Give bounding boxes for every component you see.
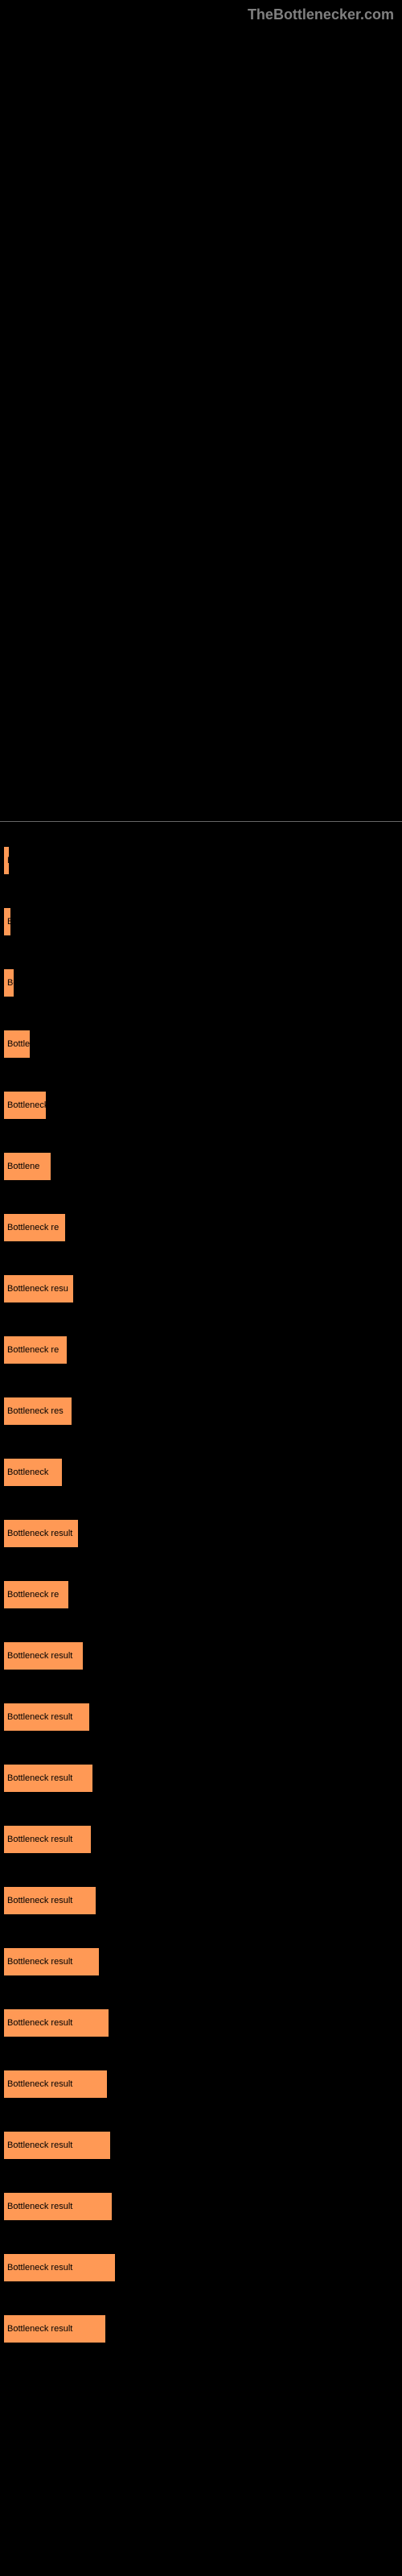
bar: Bottleneck resu [3,1274,74,1303]
bar-row: Bottleneck result [3,2253,399,2282]
bar: Bottleneck result [3,2253,116,2282]
bar-row: Bottleneck re [3,1213,399,1242]
bar-row: Bottleneck result [3,1703,399,1732]
bar: Bottleneck result [3,1886,96,1915]
bar-row: Bottleneck result [3,2314,399,2343]
bar: Bottleneck re [3,1213,66,1242]
bar-row: Bottleneck result [3,1641,399,1670]
bar: Bottleneck res [3,1397,72,1426]
bar-row: Bottleneck result [3,1825,399,1854]
bar-row: E [3,846,399,875]
bar-row: B [3,907,399,936]
bar: Bottleneck result [3,1825,92,1854]
bar-row: Bottleneck result [3,2008,399,2037]
bar: Bottleneck result [3,1947,100,1976]
bar: Bottleneck re [3,1580,69,1609]
bar: Bottler [3,1030,31,1059]
bar-row: Bottleneck result [3,1886,399,1915]
bar: Bottleneck re [3,1335,68,1364]
bar: Bottleneck result [3,2131,111,2160]
top-spacer [0,0,402,821]
divider [0,821,402,822]
bar-row: Bottleneck [3,1091,399,1120]
bar: Bottleneck result [3,1519,79,1548]
bar-row: Bottleneck resu [3,1274,399,1303]
bar-row: Bottleneck [3,1458,399,1487]
bar-row: Bottler [3,1030,399,1059]
bar: Bottleneck result [3,1641,84,1670]
watermark: TheBottlenecker.com [248,6,394,23]
bar-row: Bottleneck result [3,2192,399,2221]
bar-row: Bottleneck result [3,2131,399,2160]
bar: B [3,907,11,936]
bar: Bo [3,968,14,997]
bar: Bottleneck result [3,1703,90,1732]
bar-row: Bottleneck result [3,2070,399,2099]
bar: Bottleneck [3,1458,63,1487]
bar-row: Bottleneck re [3,1580,399,1609]
bar-row: Bottleneck result [3,1764,399,1793]
bar: E [3,846,10,875]
bar: Bottleneck result [3,2070,108,2099]
bar: Bottleneck result [3,1764,93,1793]
bar: Bottleneck result [3,2008,109,2037]
bar-row: Bottleneck res [3,1397,399,1426]
bar: Bottleneck [3,1091,47,1120]
bar: Bottlene [3,1152,51,1181]
bar: Bottleneck result [3,2314,106,2343]
bar-row: Bottleneck result [3,1519,399,1548]
bar-row: Bottlene [3,1152,399,1181]
bar-row: Bottleneck result [3,1947,399,1976]
bar-row: Bottleneck re [3,1335,399,1364]
bar-row: Bo [3,968,399,997]
bar: Bottleneck result [3,2192,113,2221]
bar-chart: E B Bo Bottler Bottleneck Bottlene Bottleneck … [0,846,402,2343]
